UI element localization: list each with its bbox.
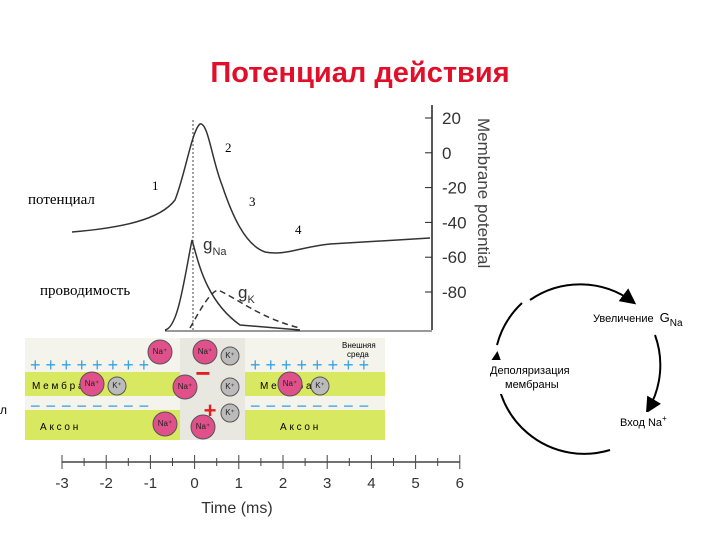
na-ion <box>152 411 178 437</box>
phase-label: 3 <box>249 194 256 209</box>
k-ion-label: K⁺ <box>225 382 235 391</box>
increase-label: Увеличение GNa <box>593 310 683 329</box>
phase-label: 1 <box>152 178 159 193</box>
k-ion <box>220 403 240 423</box>
na-ion <box>192 339 218 365</box>
na-ion <box>277 371 303 397</box>
k-ion <box>107 376 127 396</box>
na-ion <box>147 339 173 365</box>
depolarization-label: мембраны <box>505 379 559 391</box>
y-tick-label: -60 <box>442 248 467 267</box>
k-ion-label: K⁺ <box>112 381 122 390</box>
plus-row: + + + + + + + + <box>250 355 369 375</box>
cycle-diagram: Увеличение GNa Деполяризация мембраны Вхо… <box>484 283 698 455</box>
x-tick-label: 5 <box>411 475 419 492</box>
na-ion-label: Na⁺ <box>198 347 212 356</box>
k-ion-label: K⁺ <box>225 351 235 360</box>
y-tick-label: 20 <box>442 109 461 128</box>
y-axis-label: Membrane potential <box>474 118 493 268</box>
y-tick-label: -20 <box>442 179 467 198</box>
action-potential-curve <box>71 123 431 254</box>
na-ion-label: Na⁺ <box>158 419 172 428</box>
k-ion-label: K⁺ <box>315 381 325 390</box>
na-ion-label: Na⁺ <box>178 382 192 391</box>
axon-row: А к с о н <box>40 422 78 433</box>
na-ion-label: Na⁺ <box>196 422 210 431</box>
y-tick-label: 0 <box>442 144 451 163</box>
x-tick-label: 2 <box>279 475 287 492</box>
minus-row: − − − − − − − − <box>250 396 369 416</box>
x-tick-label: -2 <box>100 475 113 492</box>
outside-label: среда <box>347 350 369 359</box>
x-tick-label: 6 <box>456 475 464 492</box>
y-tick-label: -40 <box>442 213 467 232</box>
x-tick-label: -1 <box>144 475 157 492</box>
phase-label: 4 <box>295 222 302 237</box>
membrane-illustration: + + + + + + + + + + + + + + + + − − − − … <box>25 338 385 440</box>
x-tick-label: -3 <box>55 475 68 492</box>
axon-row: А к с о н <box>280 422 318 433</box>
edge-fragment: л <box>0 403 7 417</box>
na-ion <box>190 414 216 440</box>
k-ion <box>310 376 330 396</box>
phase-label: 2 <box>225 140 232 155</box>
potential-label: потенциал <box>28 192 95 208</box>
x-tick-label: 3 <box>323 475 331 492</box>
x-axis-label: Time (ms) <box>201 500 272 517</box>
na-ion-label: Na⁺ <box>283 379 297 388</box>
na-ion <box>172 374 198 400</box>
entry-label: Вход Na+ <box>620 414 667 429</box>
gna-label: gNa <box>203 235 227 258</box>
gna-curve <box>164 239 301 331</box>
x-tick-label: 4 <box>367 475 375 492</box>
na-ion-label: Na⁺ <box>153 347 167 356</box>
gk-label: gK <box>238 283 255 306</box>
minus-sign: − <box>195 358 210 388</box>
plus-row: + + + + + + + + <box>30 355 149 375</box>
k-ion <box>220 346 240 366</box>
k-ion <box>220 377 240 397</box>
y-tick-label: -80 <box>442 283 467 302</box>
na-ion <box>79 371 105 397</box>
x-tick-label: 0 <box>190 475 198 492</box>
x-tick-label: 1 <box>235 475 243 492</box>
minus-row: − − − − − − − − <box>30 396 149 416</box>
na-ion-label: Na⁺ <box>85 379 99 388</box>
k-ion-label: K⁺ <box>225 408 235 417</box>
outside-label: Внешняя <box>342 341 376 350</box>
depolarization-label: Деполяризация <box>490 365 570 377</box>
conductance-label: проводимость <box>40 283 130 299</box>
slide-title: Потенциал действия <box>210 57 509 89</box>
